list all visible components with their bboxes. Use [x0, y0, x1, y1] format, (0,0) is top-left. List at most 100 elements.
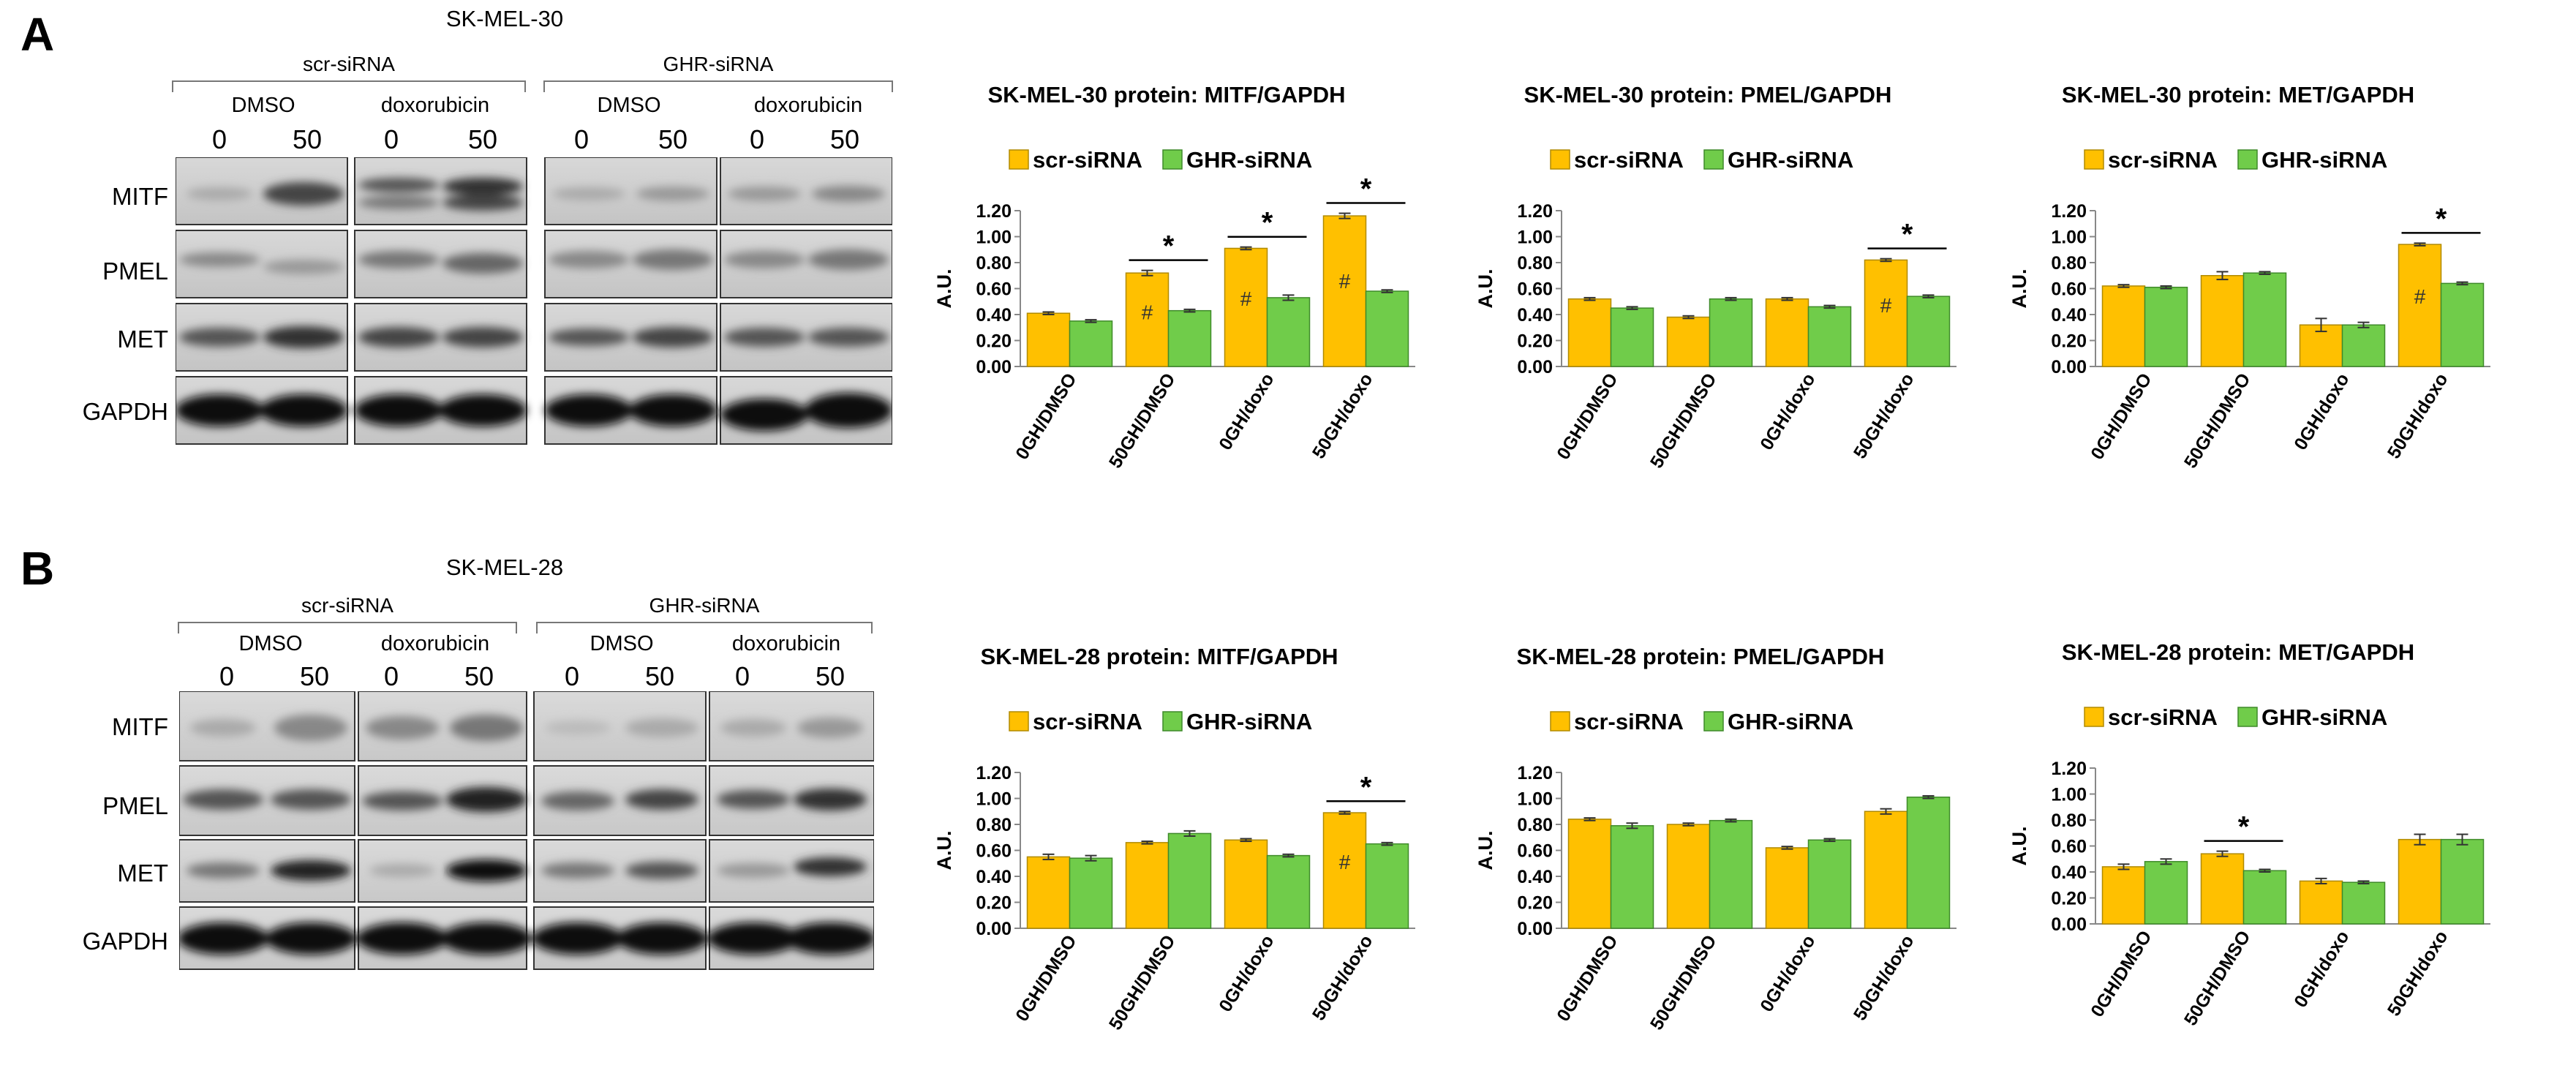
y-tick-label: 1.20 — [976, 201, 1012, 222]
significance-star: * — [1360, 173, 1372, 206]
protein-label: MET — [117, 860, 168, 887]
chart-title: SK-MEL-28 protein: PMEL/GAPDH — [1516, 644, 1885, 669]
y-tick-label: 0.00 — [976, 919, 1012, 939]
y-tick-label: 0.20 — [1517, 331, 1553, 352]
x-tick-label: 0GH/DMSO — [2087, 369, 2155, 463]
bar-scr — [2101, 866, 2146, 925]
bar-ghr — [1906, 796, 1951, 929]
y-tick-label: 0.80 — [1517, 253, 1553, 274]
group-label: scr-siRNA — [297, 594, 398, 617]
bar-ghr — [1167, 309, 1212, 367]
y-tick-label: 0.40 — [1517, 867, 1553, 887]
bar-ghr — [1069, 857, 1113, 929]
legend-label: GHR-siRNA — [1186, 709, 1312, 734]
y-axis-label: A.U. — [2008, 827, 2030, 866]
y-tick-label: 0.40 — [976, 305, 1012, 326]
bar-scr — [1322, 215, 1367, 367]
x-tick-label: 50GH/DMSO — [1105, 369, 1180, 472]
y-tick-label: 0.60 — [976, 841, 1012, 862]
y-tick-label: 0.20 — [976, 893, 1012, 914]
bar-scr — [1567, 819, 1612, 929]
y-tick-label: 0.40 — [2051, 305, 2087, 326]
group-label: GHR-siRNA — [658, 53, 778, 75]
y-tick-label: 0.80 — [2051, 811, 2087, 831]
x-tick-label: 0GH/DMSO — [2087, 927, 2155, 1020]
bar-chart-a-met: scr-siRNA GHR-siRNA 0.00 0.20 0.40 0.60 0.80 1.… — [2008, 147, 2490, 472]
y-tick-label: 0.80 — [2051, 253, 2087, 274]
hash-marker: # — [1240, 287, 1252, 310]
x-tick-label: 50GH/DMSO — [2180, 369, 2255, 472]
bar-ghr — [1807, 839, 1852, 929]
dose-label: 0 — [219, 661, 235, 691]
legend-label: GHR-siRNA — [1728, 709, 1853, 734]
y-axis-label: A.U. — [933, 831, 955, 870]
y-tick-label: 0.20 — [1517, 893, 1553, 914]
y-tick-label: 0.60 — [1517, 841, 1553, 862]
legend-swatch — [1009, 711, 1029, 732]
bar-scr — [1224, 839, 1268, 929]
y-tick-label: 0.40 — [2051, 862, 2087, 883]
bar-ghr — [2440, 282, 2485, 367]
bar-scr — [2101, 285, 2146, 367]
x-tick-label: 0GH/doxo — [1215, 369, 1278, 454]
legend-swatch — [2084, 149, 2104, 170]
legend-label: GHR-siRNA — [2261, 147, 2387, 173]
dose-label: 0 — [564, 661, 580, 691]
protein-label: MITF — [112, 713, 168, 740]
protein-label: PMEL — [102, 257, 168, 285]
x-tick-label: 50GH/doxo — [2384, 369, 2452, 462]
bar-chart-a-pmel: scr-siRNA GHR-siRNA 0.00 0.20 0.40 0.60 0.80 1.… — [1475, 147, 1957, 472]
protein-label: PMEL — [102, 792, 168, 819]
y-tick-label: 1.20 — [1517, 201, 1553, 222]
x-tick-label: 50GH/DMSO — [1646, 931, 1721, 1034]
bar-ghr — [1365, 290, 1409, 367]
y-axis-label: A.U. — [1475, 831, 1496, 870]
bar-ghr — [2341, 324, 2386, 367]
y-tick-label: 1.00 — [2051, 785, 2087, 805]
significance-star: * — [1902, 219, 1913, 251]
bar-ghr — [1266, 297, 1311, 367]
treatment-label: DMSO — [231, 94, 295, 117]
dose-label: 50 — [464, 661, 494, 691]
y-axis-label: A.U. — [2008, 269, 2030, 309]
legend-swatch — [1550, 149, 1570, 170]
chart-title: SK-MEL-30 protein: MET/GAPDH — [2061, 82, 2415, 108]
bar-ghr — [1610, 825, 1654, 929]
hash-marker: # — [1339, 270, 1351, 293]
bar-scr — [1864, 259, 1908, 367]
y-tick-label: 1.20 — [1517, 763, 1553, 783]
y-tick-label: 0.60 — [2051, 279, 2087, 300]
bar-scr — [1567, 298, 1612, 367]
legend-swatch — [1162, 149, 1183, 170]
dose-label: 50 — [815, 661, 846, 691]
cell-line-title: SK-MEL-28 — [445, 554, 564, 580]
western-blot-panel-a — [176, 157, 892, 445]
treatment-label: doxorubicin — [731, 632, 841, 655]
dose-label: 50 — [292, 124, 323, 154]
x-tick-label: 0GH/doxo — [1756, 369, 1819, 454]
bar-ghr — [2242, 870, 2287, 925]
bar-ghr — [2440, 838, 2485, 925]
bar-scr — [1765, 298, 1809, 367]
dose-label: 0 — [749, 124, 765, 154]
bar-ghr — [1365, 843, 1409, 929]
legend-swatch — [1009, 149, 1029, 170]
dose-label: 50 — [467, 124, 498, 154]
bar-ghr — [1266, 854, 1311, 929]
bar-scr — [2398, 244, 2442, 367]
significance-star: * — [1163, 230, 1175, 263]
y-tick-label: 1.00 — [976, 227, 1012, 248]
treatment-label: DMSO — [590, 632, 654, 655]
legend-swatch — [2237, 149, 2258, 170]
x-tick-label: 0GH/DMSO — [1012, 369, 1080, 463]
treatment-label: DMSO — [597, 94, 661, 117]
legend-swatch — [2084, 707, 2104, 727]
bar-ghr — [1167, 832, 1212, 929]
legend-swatch — [2237, 707, 2258, 727]
bar-chart-a-mitf: scr-siRNA GHR-siRNA 0.00 0.20 0.40 0.60 0.80 1.… — [933, 147, 1415, 472]
western-blot-panel-b — [179, 691, 874, 970]
bar-scr — [1026, 312, 1071, 367]
chart-title: SK-MEL-28 protein: MITF/GAPDH — [980, 644, 1338, 669]
hash-marker: # — [2414, 285, 2426, 308]
legend-swatch — [1703, 711, 1724, 732]
